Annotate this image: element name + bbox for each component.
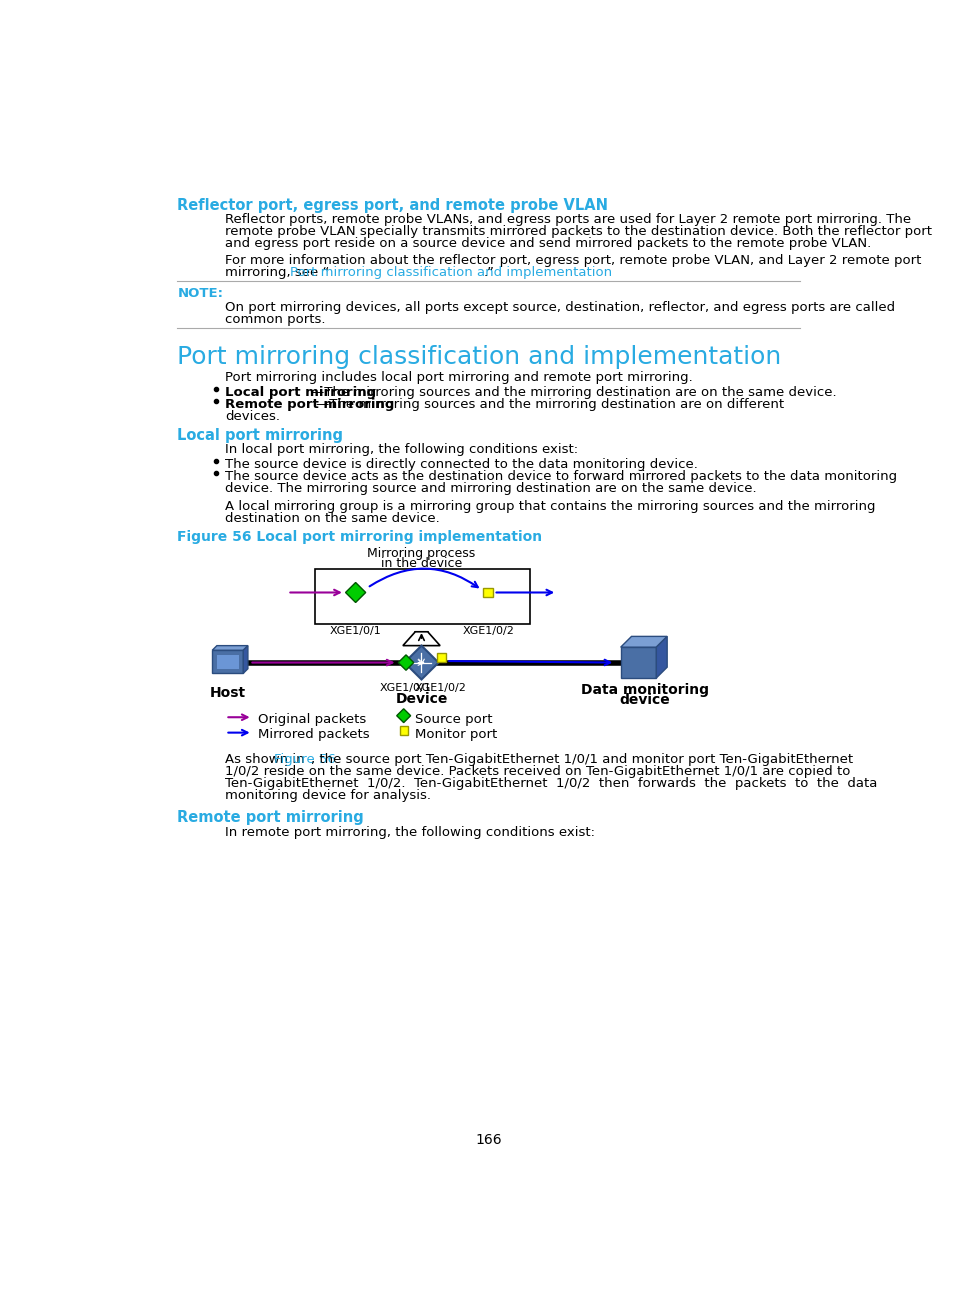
Text: Port mirroring includes local port mirroring and remote port mirroring.: Port mirroring includes local port mirro… [225,371,693,384]
Text: In local port mirroring, the following conditions exist:: In local port mirroring, the following c… [225,443,578,456]
Text: Remote port mirroring: Remote port mirroring [225,398,395,411]
Text: Data monitoring: Data monitoring [580,683,708,696]
Text: Source port: Source port [415,713,492,726]
Text: Device: Device [395,692,447,706]
Text: Reflector ports, remote probe VLANs, and egress ports are used for Layer 2 remot: Reflector ports, remote probe VLANs, and… [225,214,911,227]
Text: mirroring, see “: mirroring, see “ [225,266,330,279]
Polygon shape [345,582,365,603]
Text: Figure 56: Figure 56 [274,753,335,766]
Text: On port mirroring devices, all ports except source, destination, reflector, and : On port mirroring devices, all ports exc… [225,301,895,314]
Polygon shape [396,709,410,723]
Text: The source device is directly connected to the data monitoring device.: The source device is directly connected … [225,457,698,472]
Text: , the source port Ten-GigabitEthernet 1/0/1 and monitor port Ten-GigabitEthernet: , the source port Ten-GigabitEthernet 1/… [311,753,852,766]
Text: —The mirroring sources and the mirroring destination are on different: —The mirroring sources and the mirroring… [315,398,783,411]
Text: Local port mirroring: Local port mirroring [177,428,343,443]
Polygon shape [402,631,439,645]
Text: Mirroring process: Mirroring process [367,547,476,560]
Text: —The mirroring sources and the mirroring destination are on the same device.: —The mirroring sources and the mirroring… [311,386,836,399]
Text: Figure 56 Local port mirroring implementation: Figure 56 Local port mirroring implement… [177,530,542,544]
Polygon shape [216,654,238,669]
Polygon shape [243,645,248,674]
Text: .”: .” [483,266,494,279]
Text: device. The mirroring source and mirroring destination are on the same device.: device. The mirroring source and mirrori… [225,482,757,495]
Text: Mirrored packets: Mirrored packets [257,728,369,741]
Text: 166: 166 [476,1134,501,1147]
Text: The source device acts as the destination device to forward mirrored packets to : The source device acts as the destinatio… [225,470,897,483]
Text: XGE1/0/1: XGE1/0/1 [379,683,432,692]
Text: Ten-GigabitEthernet  1/0/2.  Ten-GigabitEthernet  1/0/2  then  forwards  the  pa: Ten-GigabitEthernet 1/0/2. Ten-GigabitEt… [225,778,877,791]
Polygon shape [620,647,656,678]
Text: XGE1/0/2: XGE1/0/2 [461,626,514,635]
Bar [436,653,445,662]
Text: and egress port reside on a source device and send mirrored packets to the remot: and egress port reside on a source devic… [225,237,871,250]
Text: Reflector port, egress port, and remote probe VLAN: Reflector port, egress port, and remote … [177,198,608,213]
Text: monitoring device for analysis.: monitoring device for analysis. [225,789,431,802]
Text: destination on the same device.: destination on the same device. [225,512,439,525]
Text: In remote port mirroring, the following conditions exist:: In remote port mirroring, the following … [225,826,595,839]
Text: NOTE:: NOTE: [177,286,223,299]
Polygon shape [404,645,438,679]
Text: devices.: devices. [225,410,280,422]
Text: device: device [618,693,669,708]
Text: Host: Host [210,686,246,700]
Polygon shape [656,636,666,678]
Text: Port mirroring classification and implementation: Port mirroring classification and implem… [290,266,612,279]
Text: Original packets: Original packets [257,713,366,726]
Text: As shown in: As shown in [225,753,309,766]
Text: remote probe VLAN specially transmits mirrored packets to the destination device: remote probe VLAN specially transmits mi… [225,226,931,238]
Bar [399,727,408,735]
Text: 1/0/2 reside on the same device. Packets received on Ten-GigabitEthernet 1/0/1 a: 1/0/2 reside on the same device. Packets… [225,766,850,779]
Text: in the device: in the device [380,557,461,570]
Polygon shape [212,651,243,674]
Text: XGE1/0/2: XGE1/0/2 [415,683,466,692]
Polygon shape [620,636,666,647]
Text: Remote port mirroring: Remote port mirroring [177,810,364,826]
Text: Monitor port: Monitor port [415,728,497,741]
Text: common ports.: common ports. [225,312,326,325]
Text: Port mirroring classification and implementation: Port mirroring classification and implem… [177,345,781,368]
Bar [314,569,530,625]
Bar [483,588,493,597]
Polygon shape [397,654,414,670]
Polygon shape [212,645,248,651]
Text: A local mirroring group is a mirroring group that contains the mirroring sources: A local mirroring group is a mirroring g… [225,500,875,513]
Text: Local port mirroring: Local port mirroring [225,386,376,399]
Text: For more information about the reflector port, egress port, remote probe VLAN, a: For more information about the reflector… [225,254,921,267]
Text: XGE1/0/1: XGE1/0/1 [330,626,381,635]
